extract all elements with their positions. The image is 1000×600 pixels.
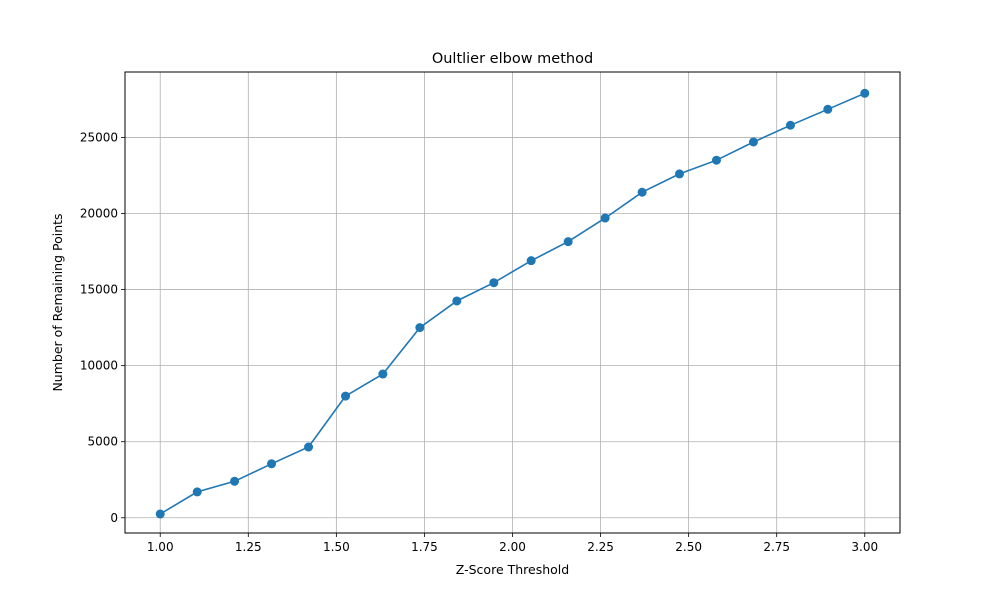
x-tick-label: 3.00 xyxy=(851,540,878,554)
data-point xyxy=(489,278,499,288)
y-axis-ticks: 0 5000 10000 15000 20000 25000 xyxy=(80,130,125,525)
data-point xyxy=(452,296,462,306)
x-tick-label: 1.25 xyxy=(235,540,262,554)
x-tick-label: 2.00 xyxy=(499,540,526,554)
data-point xyxy=(563,237,573,247)
x-tick-label: 2.50 xyxy=(675,540,702,554)
data-point xyxy=(267,459,277,469)
data-point xyxy=(823,104,833,114)
y-tick-label: 0 xyxy=(110,511,118,525)
data-point xyxy=(748,137,758,147)
y-tick-label: 25000 xyxy=(80,130,118,144)
data-point xyxy=(378,369,388,379)
x-tick-label: 1.75 xyxy=(411,540,438,554)
data-point xyxy=(526,256,536,266)
y-tick-label: 5000 xyxy=(87,435,118,449)
data-points xyxy=(155,88,870,519)
y-tick-label: 20000 xyxy=(80,206,118,220)
x-axis-label: Z-Score Threshold xyxy=(456,562,569,577)
x-tick-label: 1.50 xyxy=(323,540,350,554)
data-point xyxy=(341,391,351,401)
data-point xyxy=(600,213,610,223)
x-tick-label: 2.25 xyxy=(587,540,614,554)
y-axis-label: Number of Remaining Points xyxy=(50,213,65,391)
grid-lines xyxy=(125,72,900,533)
data-point xyxy=(674,169,684,179)
data-point xyxy=(192,487,202,497)
x-tick-label: 2.75 xyxy=(763,540,790,554)
x-tick-label: 1.00 xyxy=(147,540,174,554)
data-point xyxy=(304,442,314,452)
series-line xyxy=(159,92,866,515)
y-tick-label: 10000 xyxy=(80,359,118,373)
data-point xyxy=(860,88,870,98)
data-point xyxy=(785,120,795,130)
chart-title: Oultlier elbow method xyxy=(432,51,593,67)
data-point xyxy=(230,476,240,486)
x-axis-ticks: 1.00 1.25 1.50 1.75 2.00 2.25 2.50 2.75 3.00 xyxy=(147,533,878,554)
data-point xyxy=(415,323,425,333)
y-tick-label: 15000 xyxy=(80,283,118,297)
data-point xyxy=(637,187,647,197)
data-point xyxy=(711,155,721,165)
data-point xyxy=(155,509,165,519)
